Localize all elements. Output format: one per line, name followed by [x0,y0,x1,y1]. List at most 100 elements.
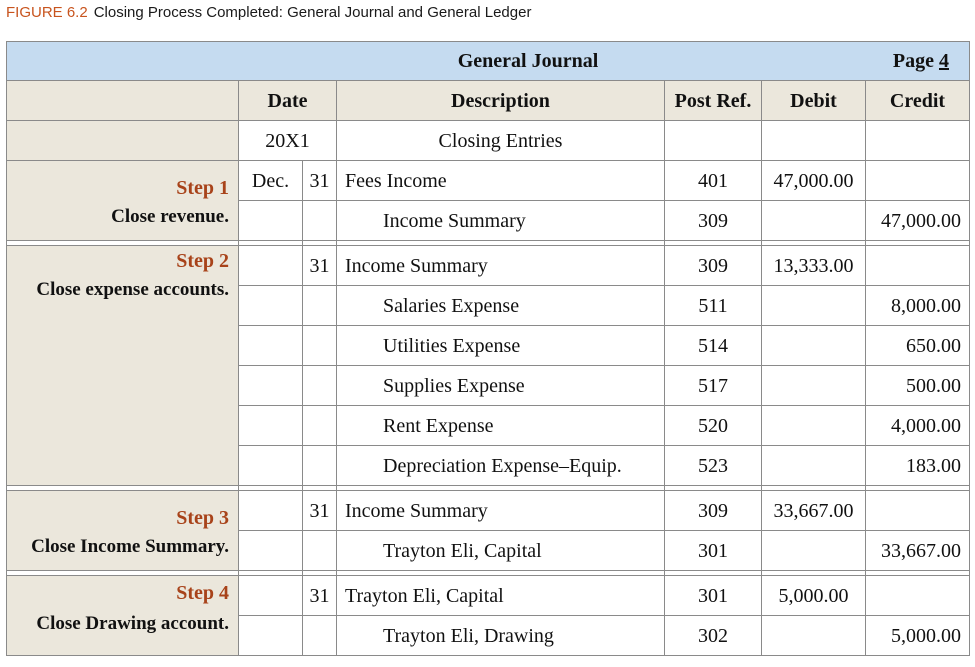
day-cell: 31 [302,245,337,286]
journal-entry-row: Income Summary 309 47,000.00 [7,200,970,241]
day-cell [302,405,337,446]
month-cell [238,285,303,326]
journal-entry-row: Salaries Expense 511 8,000.00 [7,285,970,326]
closing-entries-row: 20X1 Closing Entries [6,120,970,161]
header-credit: Credit [865,80,970,121]
month-cell [238,245,303,286]
month-cell: Dec. [238,160,303,201]
journal-title-cell: General Journal Page 4 [6,41,970,81]
figure-number: FIGURE 6.2 [6,4,88,21]
journal-entry-row: Depreciation Expense–Equip. 523 183.00 [7,445,970,486]
credit-cell: 33,667.00 [865,530,970,571]
header-date: Date [238,80,337,121]
blank-ref-cell [664,120,762,161]
debit-cell: 33,667.00 [761,490,866,531]
credit-cell [865,490,970,531]
journal-entry-row: Trayton Eli, Drawing 302 5,000.00 [7,615,970,656]
account-cell: Trayton Eli, Capital [336,530,665,571]
month-cell [238,575,303,616]
step-cell: Step 1 Close revenue. [6,160,239,241]
journal-title: General Journal [457,50,599,72]
journal-entry-row: Utilities Expense 514 650.00 [7,325,970,366]
day-cell: 31 [302,490,337,531]
journal-entry-row: Step 1 Close revenue. Dec. 31 Fees Income 401… [6,160,970,241]
blank-debit-cell [761,120,866,161]
blank-credit-cell [865,120,970,161]
account-cell: Utilities Expense [336,325,665,366]
day-cell [302,615,337,656]
page-indicator: Page 4 [892,43,949,80]
column-header-row: Date Description Post Ref. Debit Credit [6,80,970,121]
figure-title: Closing Process Completed: General Journ… [93,4,532,21]
journal-entry-row: Step 2 Close expense accounts. 31 Income Su… [6,245,970,486]
credit-cell [865,245,970,286]
post-ref-cell: 301 [664,530,762,571]
header-post-ref: Post Ref. [664,80,762,121]
post-ref-cell: 302 [664,615,762,656]
post-ref-cell: 517 [664,365,762,406]
credit-cell: 183.00 [865,445,970,486]
day-cell [302,365,337,406]
day-cell [302,530,337,571]
step-label: Step 1 [176,177,229,199]
header-description: Description [336,80,665,121]
account-cell: Depreciation Expense–Equip. [336,445,665,486]
account-cell: Trayton Eli, Capital [336,575,665,616]
account-cell: Income Summary [336,200,665,241]
step-cell: Step 2 Close expense accounts. [6,245,239,486]
journal-entry-row: Supplies Expense 517 500.00 [7,365,970,406]
post-ref-cell: 511 [664,285,762,326]
day-cell: 31 [302,575,337,616]
day-cell: 31 [302,160,337,201]
journal-title-row: General Journal Page 4 [6,41,970,81]
general-journal-table: General Journal Page 4 Date Description … [6,41,970,656]
figure-caption: FIGURE 6.2 Closing Process Completed: Gen… [6,3,531,23]
account-cell: Fees Income [336,160,665,201]
debit-cell [761,530,866,571]
debit-cell: 47,000.00 [761,160,866,201]
credit-cell: 8,000.00 [865,285,970,326]
day-cell [302,325,337,366]
step-description: Close Income Summary. [31,536,229,557]
step-description: Close Drawing account. [36,613,229,634]
day-cell [302,445,337,486]
credit-cell: 5,000.00 [865,615,970,656]
post-ref-cell: 309 [664,200,762,241]
debit-cell [761,445,866,486]
step-description: Close expense accounts. [36,279,229,300]
debit-cell [761,405,866,446]
step-description: Close revenue. [111,206,229,227]
debit-cell: 5,000.00 [761,575,866,616]
header-step-cell [6,80,239,121]
month-cell [238,530,303,571]
debit-cell [761,200,866,241]
credit-cell: 500.00 [865,365,970,406]
post-ref-cell: 523 [664,445,762,486]
journal-entry-row: Step 4 Close Drawing account. 31 Trayton El… [6,575,970,656]
month-cell [238,615,303,656]
entry-separator [6,240,970,246]
debit-cell [761,325,866,366]
credit-cell: 4,000.00 [865,405,970,446]
day-cell [302,285,337,326]
post-ref-cell: 309 [664,245,762,286]
month-cell [238,405,303,446]
journal-entry-row: Step 3 Close Income Summary. 31 Income Summ… [6,490,970,571]
month-cell [238,445,303,486]
blank-step-cell [6,120,239,161]
month-cell [238,365,303,406]
credit-cell: 47,000.00 [865,200,970,241]
page-label: Page [892,50,934,72]
header-debit: Debit [761,80,866,121]
month-cell [238,325,303,366]
step-cell: Step 4 Close Drawing account. [6,575,239,656]
credit-cell [865,160,970,201]
credit-cell [865,575,970,616]
journal-body: General Journal Page 4 Date Description … [6,41,970,656]
step-label: Step 4 [176,582,229,604]
debit-cell: 13,333.00 [761,245,866,286]
account-cell: Income Summary [336,490,665,531]
journal-entry-row: Rent Expense 520 4,000.00 [7,405,970,446]
post-ref-cell: 514 [664,325,762,366]
step-label: Step 2 [176,250,229,272]
